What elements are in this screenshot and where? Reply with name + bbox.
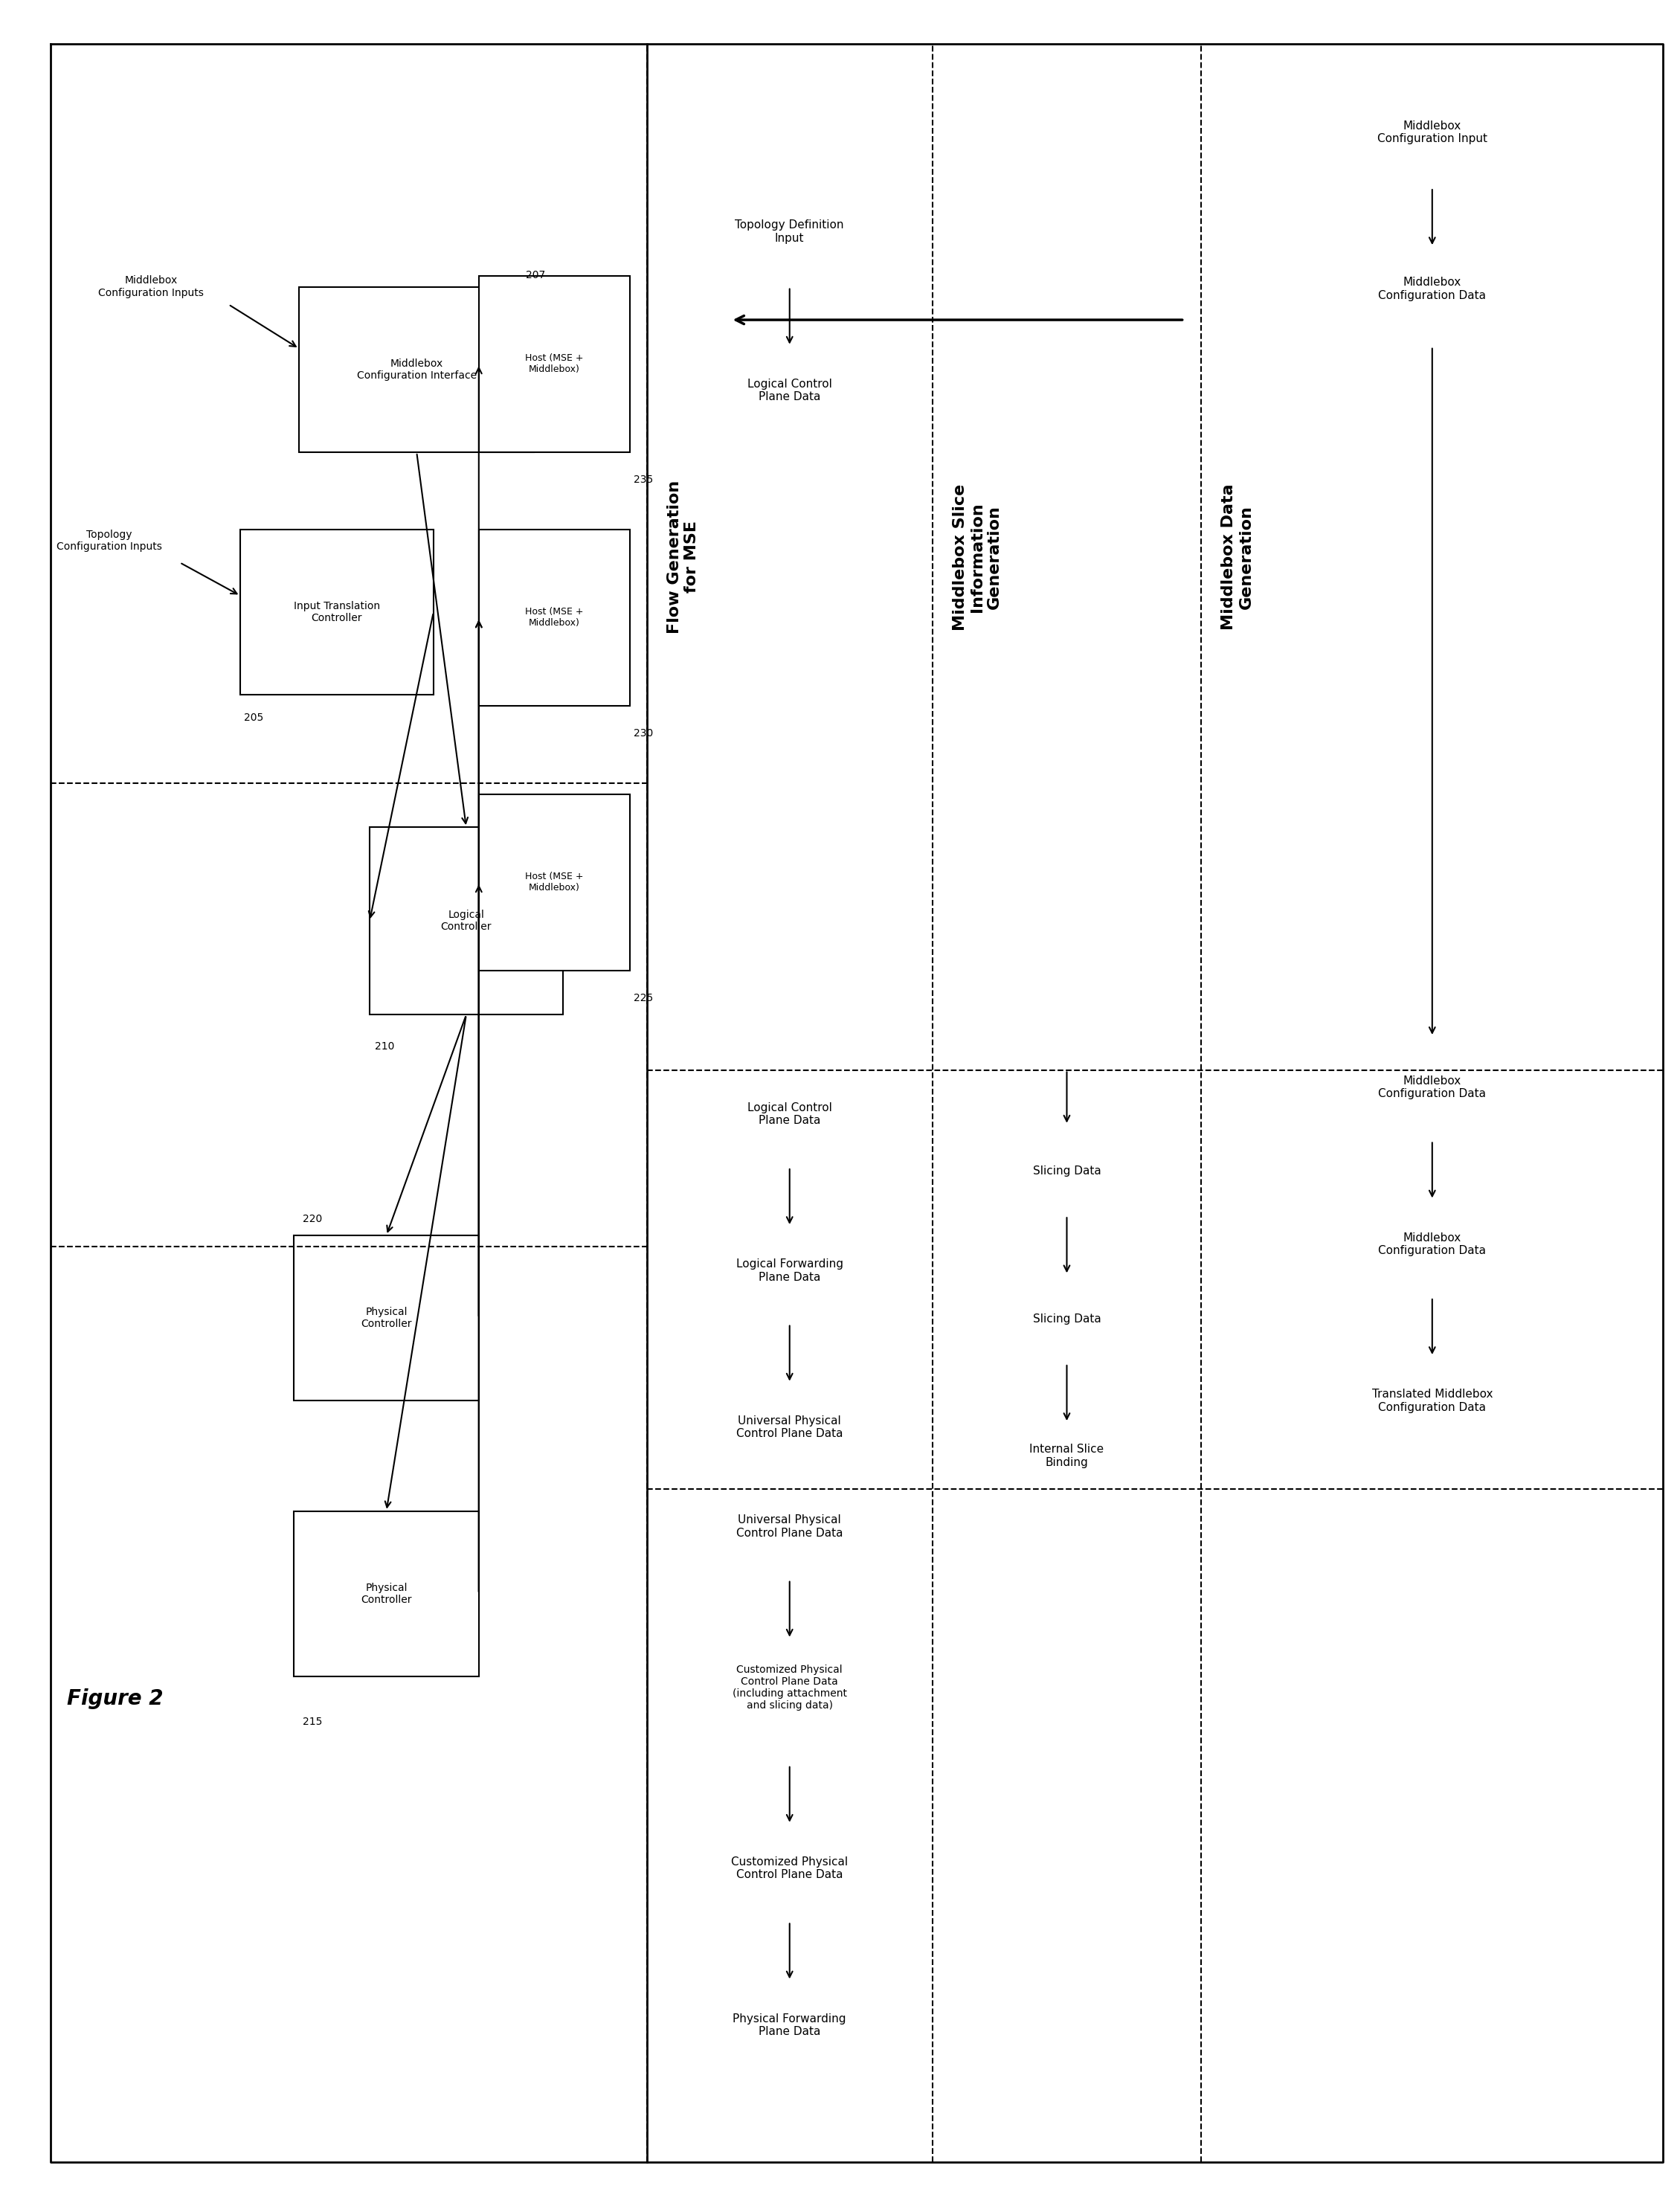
Text: Logical Control
Plane Data: Logical Control Plane Data xyxy=(748,1103,832,1125)
Text: Middlebox
Configuration Input: Middlebox Configuration Input xyxy=(1378,121,1487,143)
FancyBboxPatch shape xyxy=(299,287,534,452)
Text: 225: 225 xyxy=(633,993,654,1004)
Text: 220: 220 xyxy=(302,1213,323,1224)
FancyBboxPatch shape xyxy=(294,1235,479,1401)
Text: Input Translation
Controller: Input Translation Controller xyxy=(294,600,380,624)
Text: Customized Physical
Control Plane Data: Customized Physical Control Plane Data xyxy=(731,1857,848,1880)
Text: Translated Middlebox
Configuration Data: Translated Middlebox Configuration Data xyxy=(1373,1390,1492,1412)
Text: Universal Physical
Control Plane Data: Universal Physical Control Plane Data xyxy=(736,1416,843,1438)
Text: 235: 235 xyxy=(633,474,654,485)
Text: Middlebox
Configuration Inputs: Middlebox Configuration Inputs xyxy=(99,276,203,298)
FancyBboxPatch shape xyxy=(370,827,563,1015)
Text: 215: 215 xyxy=(302,1716,323,1727)
Text: Internal Slice
Binding: Internal Slice Binding xyxy=(1030,1445,1104,1467)
Text: 205: 205 xyxy=(244,713,264,724)
Text: Host (MSE +
Middlebox): Host (MSE + Middlebox) xyxy=(526,871,583,893)
FancyBboxPatch shape xyxy=(240,529,433,695)
Text: Middlebox
Configuration Data: Middlebox Configuration Data xyxy=(1378,1233,1487,1255)
Text: Middlebox Data
Generation: Middlebox Data Generation xyxy=(1221,483,1253,631)
Text: Logical Forwarding
Plane Data: Logical Forwarding Plane Data xyxy=(736,1260,843,1282)
FancyBboxPatch shape xyxy=(479,276,630,452)
Text: Host (MSE +
Middlebox): Host (MSE + Middlebox) xyxy=(526,607,583,629)
FancyBboxPatch shape xyxy=(294,1511,479,1677)
Text: Physical Forwarding
Plane Data: Physical Forwarding Plane Data xyxy=(732,2014,847,2036)
Text: Topology Definition
Input: Topology Definition Input xyxy=(736,221,843,243)
Text: Customized Physical
Control Plane Data
(including attachment
and slicing data): Customized Physical Control Plane Data (… xyxy=(732,1663,847,1712)
Text: Universal Physical
Control Plane Data: Universal Physical Control Plane Data xyxy=(736,1516,843,1538)
FancyBboxPatch shape xyxy=(479,529,630,706)
Text: Middlebox Slice
Information
Generation: Middlebox Slice Information Generation xyxy=(953,483,1001,631)
Text: Slicing Data: Slicing Data xyxy=(1033,1165,1100,1178)
Text: Middlebox
Configuration Interface: Middlebox Configuration Interface xyxy=(356,357,477,382)
Text: Flow Generation
for MSE: Flow Generation for MSE xyxy=(667,481,699,633)
Text: 230: 230 xyxy=(633,728,654,739)
Text: Logical
Controller: Logical Controller xyxy=(440,909,492,933)
FancyBboxPatch shape xyxy=(479,794,630,971)
Text: 210: 210 xyxy=(375,1041,395,1052)
Text: Physical
Controller: Physical Controller xyxy=(361,1306,412,1330)
Text: Figure 2: Figure 2 xyxy=(67,1688,163,1710)
Text: Slicing Data: Slicing Data xyxy=(1033,1313,1100,1326)
Text: 207: 207 xyxy=(526,269,546,280)
Text: Physical
Controller: Physical Controller xyxy=(361,1582,412,1606)
Text: Middlebox
Configuration Data: Middlebox Configuration Data xyxy=(1378,1077,1487,1099)
Text: Logical Control
Plane Data: Logical Control Plane Data xyxy=(748,379,832,401)
Text: Middlebox
Configuration Data: Middlebox Configuration Data xyxy=(1378,278,1487,300)
Text: Topology
Configuration Inputs: Topology Configuration Inputs xyxy=(57,529,161,552)
Text: Host (MSE +
Middlebox): Host (MSE + Middlebox) xyxy=(526,353,583,375)
